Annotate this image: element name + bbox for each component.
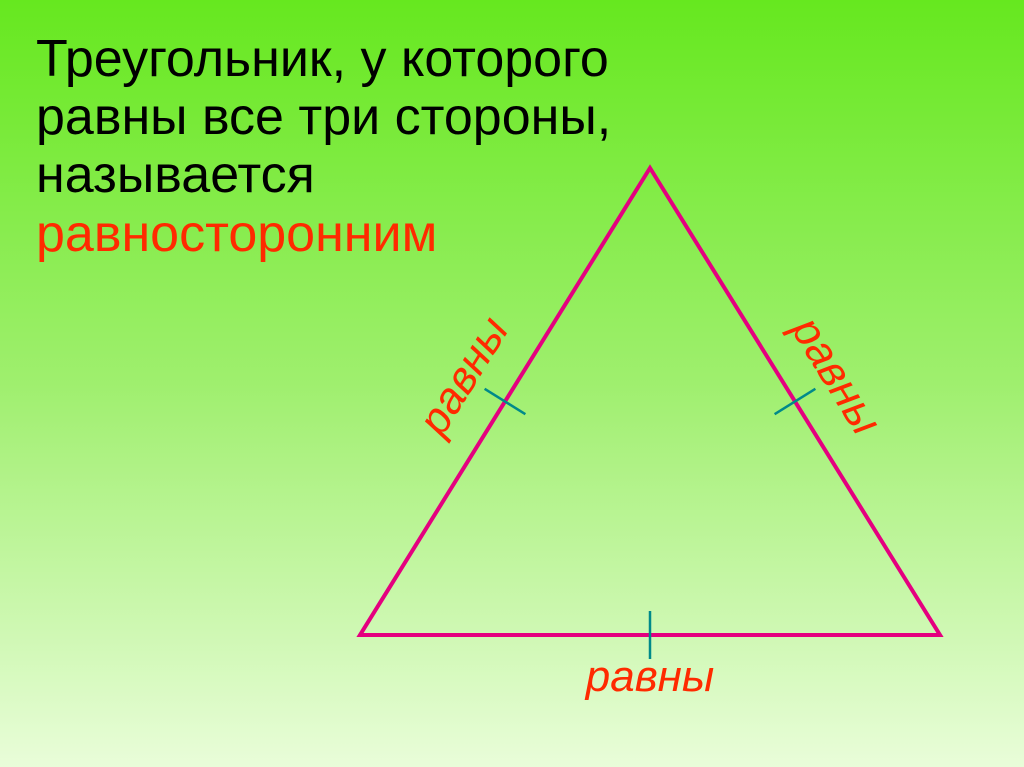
side-label-bottom: равны bbox=[586, 652, 715, 702]
tick-mark-right bbox=[775, 389, 816, 414]
tick-mark-left bbox=[485, 389, 526, 414]
slide-canvas: Треугольник, у которого равны все три ст… bbox=[0, 0, 1024, 767]
